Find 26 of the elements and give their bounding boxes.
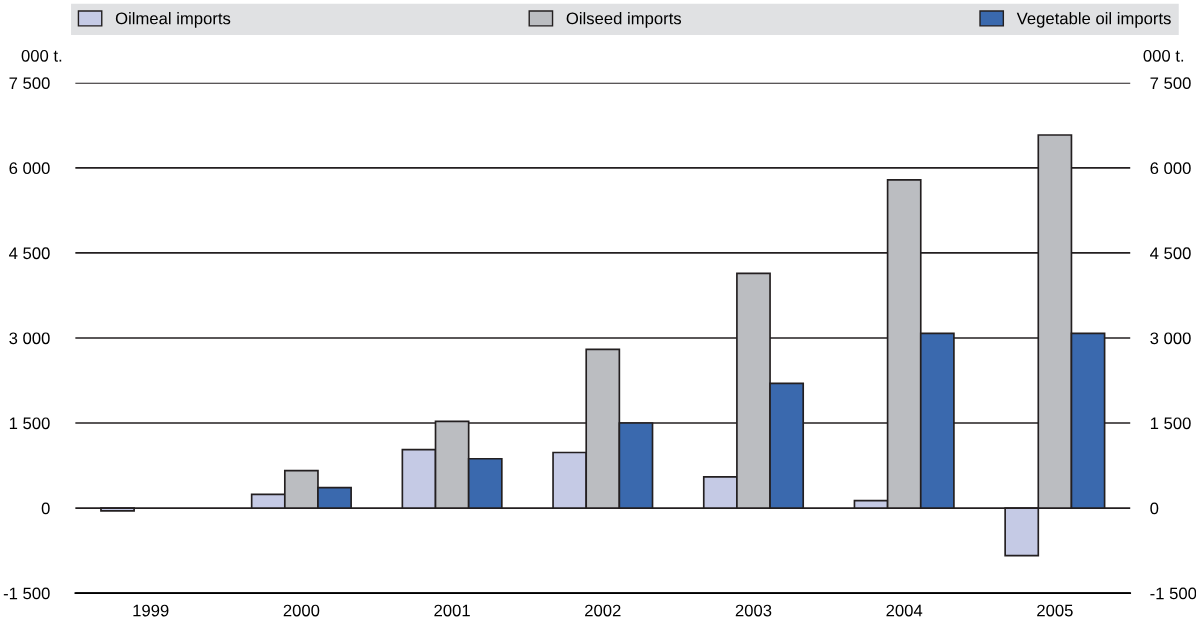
y2-axis-title: 000 t. — [1143, 49, 1184, 62]
y2-tick-label: -1 500 — [1150, 587, 1196, 600]
y2-tick-label: 7 500 — [1150, 77, 1191, 90]
y2-tick-label: 1 500 — [1150, 417, 1191, 430]
x-tick-label: 2000 — [283, 604, 320, 617]
y-tick-label: 3 000 — [9, 332, 50, 345]
y2-tick-label: 4 500 — [1150, 247, 1191, 260]
x-tick-label: 2004 — [886, 604, 923, 617]
y2-tick-label: 6 000 — [1150, 162, 1191, 175]
x-tick-label: 1999 — [133, 604, 169, 617]
x-tick-label: 2002 — [585, 604, 621, 617]
y2-tick-label: 3 000 — [1150, 332, 1191, 345]
legend-label: Oilseed imports — [566, 12, 682, 28]
y-tick-label: 7 500 — [9, 77, 50, 90]
y-tick-label: -1 500 — [3, 587, 50, 600]
x-tick-label: 2003 — [735, 604, 772, 617]
x-tick-label: 2001 — [434, 604, 470, 617]
legend-label: Oilmeal imports — [115, 12, 231, 28]
y-tick-label: 0 — [41, 502, 50, 515]
y-axis-title: 000 t. — [21, 49, 62, 62]
y2-tick-label: 0 — [1150, 502, 1159, 515]
y-tick-label: 4 500 — [9, 247, 50, 260]
legend-label: Vegetable oil imports — [1016, 12, 1171, 28]
y-tick-label: 6 000 — [9, 162, 50, 175]
x-tick-label: 2005 — [1037, 604, 1073, 617]
y-tick-label: 1 500 — [9, 417, 50, 430]
